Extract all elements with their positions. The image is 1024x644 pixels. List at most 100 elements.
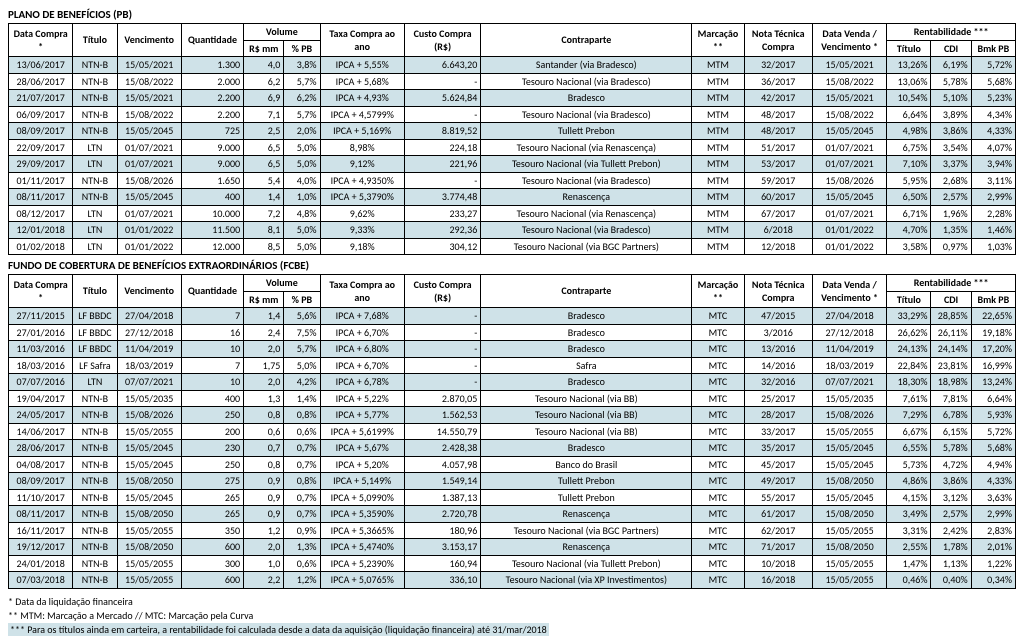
table-cell: 6,2 [244, 73, 284, 90]
table-cell: 0,6 [244, 423, 284, 440]
table-cell: IPCA + 5,77% [320, 407, 404, 424]
table-cell: Tesouro Nacional (via Bradesco) [481, 73, 692, 90]
table-cell: 10 [181, 341, 243, 358]
table-cell: 16/2018 [744, 572, 812, 589]
table-row: 01/02/2018LTN01/01/202212.0008,55,0%9,18… [9, 238, 1016, 255]
table-cell: 6,19% [931, 57, 971, 74]
table-row: 06/09/2017NTN-B15/08/20222.2007,15,7%IPC… [9, 106, 1016, 123]
table-cell: 15/05/2045 [117, 456, 181, 473]
table-cell: 4,0 [244, 57, 284, 74]
table-cell: NTN-B [73, 90, 117, 107]
table-row: 08/09/2017NTN-B15/05/20457252,52,0%IPCA … [9, 123, 1016, 140]
table-cell: 60/2017 [744, 189, 812, 206]
table-cell: MTC [692, 456, 744, 473]
col-header: Nota Técnica Compra [744, 24, 812, 57]
table-cell: 19,18% [971, 324, 1015, 341]
table-cell: 33/2017 [744, 423, 812, 440]
table-cell: 5,0% [284, 222, 320, 239]
table-cell: 36/2017 [744, 73, 812, 90]
table-cell: 0,8% [284, 407, 320, 424]
table-cell: 08/09/2017 [9, 473, 73, 490]
table-cell: IPCA + 5,149% [320, 473, 404, 490]
table-cell: NTN-B [73, 539, 117, 556]
table-cell: 32/2017 [744, 57, 812, 74]
table-cell: 08/11/2017 [9, 506, 73, 523]
table-cell: 7,61% [887, 390, 931, 407]
table-cell: 16/11/2017 [9, 522, 73, 539]
table-cell: 230 [181, 440, 243, 457]
table-cell: 7,2 [244, 205, 284, 222]
col-subheader: % PB [284, 40, 320, 57]
col-header: Rentabilidade *** [887, 24, 1016, 41]
table-cell: Santander (via Bradesco) [481, 57, 692, 74]
table-cell: 9,18% [320, 238, 404, 255]
col-subheader: CDI [931, 291, 971, 308]
table-cell: MTC [692, 308, 744, 325]
table-cell: Bradesco [481, 308, 692, 325]
col-header: Contraparte [481, 24, 692, 57]
table-cell: 0,8 [244, 407, 284, 424]
table-cell: 25/2017 [744, 390, 812, 407]
table-cell: IPCA + 5,55% [320, 57, 404, 74]
table-cell: 15/05/2045 [812, 189, 886, 206]
col-header: Título [73, 275, 117, 308]
table-cell: MTC [692, 423, 744, 440]
table-cell: MTM [692, 73, 744, 90]
table-cell: 15/05/2045 [812, 440, 886, 457]
table-cell: MTC [692, 440, 744, 457]
table-cell: 7,1 [244, 106, 284, 123]
table-cell: 1.562,53 [404, 407, 480, 424]
table-cell: 8.819,52 [404, 123, 480, 140]
table-cell: MTC [692, 390, 744, 407]
table-cell: 14/2016 [744, 357, 812, 374]
table-cell: 6,5 [244, 139, 284, 156]
table-cell: 2,0 [244, 341, 284, 358]
table-cell: MTM [692, 123, 744, 140]
col-subheader: R$ mm [244, 40, 284, 57]
table-cell: 1.650 [181, 172, 243, 189]
table-cell: 27/12/2018 [812, 324, 886, 341]
table-cell: 5,0% [284, 238, 320, 255]
col-subheader: Bmk PB [971, 40, 1015, 57]
table-cell: 08/09/2017 [9, 123, 73, 140]
table-cell: MTC [692, 324, 744, 341]
table-row: 19/12/2017NTN-B15/08/20506002,01,3%IPCA … [9, 539, 1016, 556]
table-cell: 15/05/2045 [117, 189, 181, 206]
col-subheader: R$ mm [244, 291, 284, 308]
table-cell: 6,9 [244, 90, 284, 107]
table-cell: 6,15% [931, 423, 971, 440]
table-cell: 400 [181, 390, 243, 407]
table-cell: 15/08/2022 [812, 73, 886, 90]
table-cell: MTC [692, 357, 744, 374]
col-header: Marcação ** [692, 24, 744, 57]
table-cell: 3,49% [887, 506, 931, 523]
col-header: Vencimento [117, 275, 181, 308]
table-cell: 4,0% [284, 172, 320, 189]
table-cell: 0,34% [971, 572, 1015, 589]
table-cell: 3,89% [931, 106, 971, 123]
table-row: 18/03/2016LF Safra18/03/201971,755,0%IPC… [9, 357, 1016, 374]
col-subheader: % PB [284, 291, 320, 308]
table-row: 29/09/2017LTN01/07/20219.0006,55,0%9,12%… [9, 156, 1016, 173]
table-cell: Tesouro Nacional (via Renascença) [481, 139, 692, 156]
table-cell: NTN-B [73, 522, 117, 539]
table-cell: 01/07/2021 [117, 139, 181, 156]
table-cell: IPCA + 4,9350% [320, 172, 404, 189]
table-cell: 29/09/2017 [9, 156, 73, 173]
table-cell: 336,10 [404, 572, 480, 589]
table-cell: 13/2016 [744, 341, 812, 358]
table-cell: 0,7% [284, 506, 320, 523]
table-cell: 3.774,48 [404, 189, 480, 206]
table-cell: 18/03/2019 [812, 357, 886, 374]
table-cell: 15/08/2050 [812, 506, 886, 523]
table-cell: Renascença [481, 189, 692, 206]
table-cell: Tullett Prebon [481, 473, 692, 490]
table-cell: 9.000 [181, 156, 243, 173]
table-cell: 292,36 [404, 222, 480, 239]
table-cell: 18,30% [887, 374, 931, 391]
table-cell: 01/07/2021 [117, 205, 181, 222]
table-cell: 67/2017 [744, 205, 812, 222]
table-cell: 13,06% [887, 73, 931, 90]
table-cell: MTC [692, 374, 744, 391]
table-cell: 28/06/2017 [9, 440, 73, 457]
